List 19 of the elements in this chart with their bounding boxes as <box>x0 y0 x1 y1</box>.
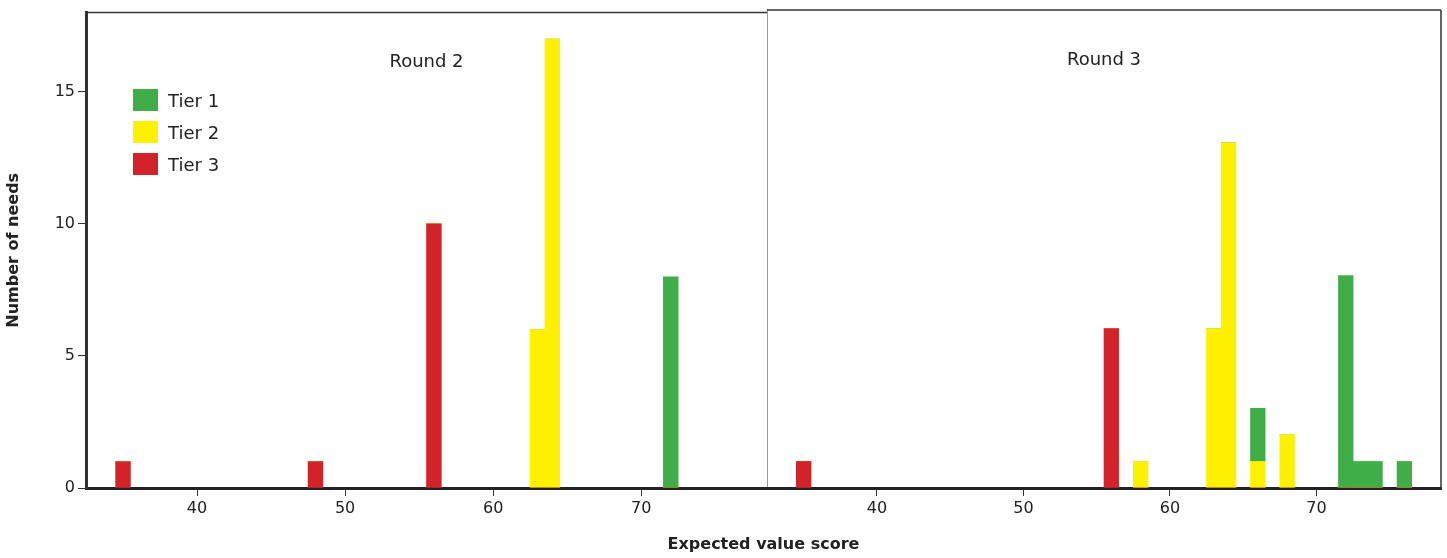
legend-label: Tier 3 <box>168 153 220 175</box>
x-tick-label: 50 <box>1013 497 1034 517</box>
y-tick-label: 10 <box>54 213 75 233</box>
x-tick-label: 70 <box>630 497 652 517</box>
x-tick-label: 40 <box>186 497 208 517</box>
x-tick-label: 50 <box>334 497 356 517</box>
x-tick-label: 60 <box>482 497 504 517</box>
x-tick-label: 40 <box>866 497 888 517</box>
y-tick-label: 5 <box>64 345 75 365</box>
legend-label: Tier 1 <box>168 89 220 111</box>
y-axis-title: Number of needs <box>2 172 22 328</box>
legend-label: Tier 2 <box>168 121 220 143</box>
text: Round 3 <box>1066 47 1142 69</box>
x-axis-title: Expected value score <box>666 534 861 553</box>
x-tick-label: 70 <box>1306 497 1327 517</box>
text: Round 2 <box>389 50 464 72</box>
y-tick-label: 15 <box>54 80 75 100</box>
x-tick-label: 60 <box>1159 497 1181 517</box>
y-tick-label: 0 <box>64 477 75 497</box>
